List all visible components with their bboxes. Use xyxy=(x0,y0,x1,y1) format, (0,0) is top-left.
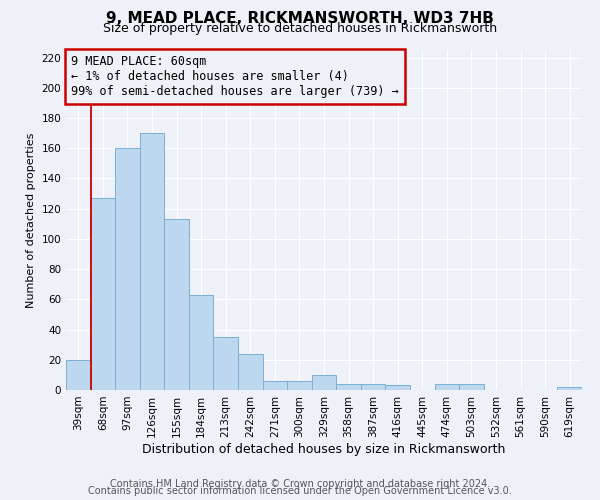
Bar xyxy=(66,360,91,390)
Bar xyxy=(312,375,336,390)
Text: Size of property relative to detached houses in Rickmansworth: Size of property relative to detached ho… xyxy=(103,22,497,35)
Bar xyxy=(189,295,214,390)
Bar xyxy=(115,148,140,390)
Text: 9, MEAD PLACE, RICKMANSWORTH, WD3 7HB: 9, MEAD PLACE, RICKMANSWORTH, WD3 7HB xyxy=(106,11,494,26)
Bar xyxy=(91,198,115,390)
Bar xyxy=(361,384,385,390)
Bar xyxy=(238,354,263,390)
Bar xyxy=(434,384,459,390)
Bar xyxy=(557,387,582,390)
Text: Contains HM Land Registry data © Crown copyright and database right 2024.: Contains HM Land Registry data © Crown c… xyxy=(110,479,490,489)
Text: Contains public sector information licensed under the Open Government Licence v3: Contains public sector information licen… xyxy=(88,486,512,496)
Text: 9 MEAD PLACE: 60sqm
← 1% of detached houses are smaller (4)
99% of semi-detached: 9 MEAD PLACE: 60sqm ← 1% of detached hou… xyxy=(71,55,399,98)
Bar xyxy=(263,381,287,390)
Bar xyxy=(336,384,361,390)
Bar xyxy=(140,133,164,390)
Bar xyxy=(385,386,410,390)
Bar xyxy=(214,337,238,390)
X-axis label: Distribution of detached houses by size in Rickmansworth: Distribution of detached houses by size … xyxy=(142,442,506,456)
Y-axis label: Number of detached properties: Number of detached properties xyxy=(26,132,36,308)
Bar xyxy=(459,384,484,390)
Bar xyxy=(164,219,189,390)
Bar xyxy=(287,381,312,390)
